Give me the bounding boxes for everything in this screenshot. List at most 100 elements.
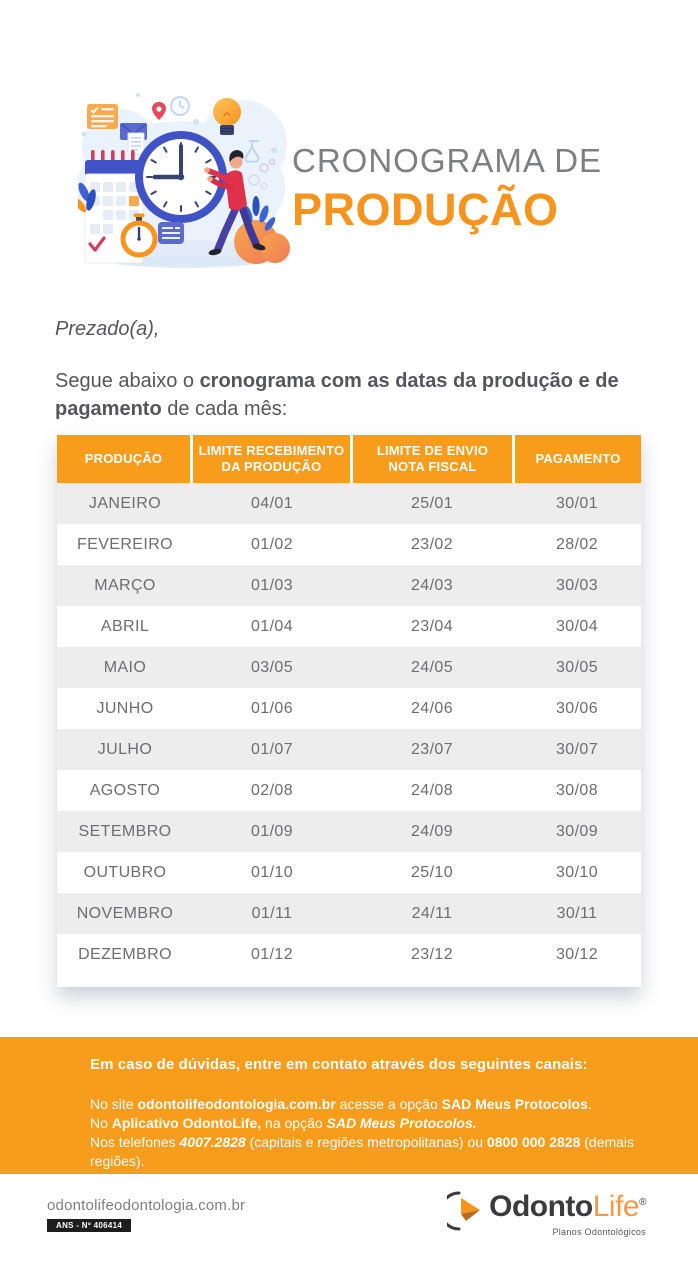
text-segment: acesse a opção: [335, 1096, 442, 1112]
table-cell: 30/08: [555, 781, 599, 799]
footer-website: odontolifeodontologia.com.br: [47, 1197, 246, 1214]
intro-section: Prezado(a), Segue abaixo o cronograma co…: [55, 318, 655, 423]
column-header: LIMITE RECEBIMENTO DA PRODUÇÃO: [193, 435, 350, 483]
page-title-line2: PRODUÇÃO: [292, 184, 559, 235]
text-segment: No site: [90, 1096, 138, 1112]
table-cell: 23/12: [410, 945, 454, 963]
contact-line: No Aplicativo OdontoLife, na opção SAD M…: [90, 1114, 658, 1133]
table-cell: 01/10: [250, 863, 294, 881]
table-cell: 23/07: [410, 740, 454, 758]
table-row: NOVEMBRO 01/11 24/11 30/11: [57, 893, 641, 934]
table-cell: AGOSTO: [89, 781, 161, 799]
table-cell: 24/03: [410, 576, 454, 594]
table-cell: JUNHO: [96, 699, 154, 717]
table-row: OUTUBRO 01/10 25/10 30/10: [57, 852, 641, 893]
text-segment: SAD Meus Protocolos.: [326, 1115, 477, 1131]
column-header: LIMITE DE ENVIO NOTA FISCAL: [353, 435, 512, 483]
text-segment: Aplicativo OdontoLife,: [111, 1115, 262, 1131]
text-segment: 0800 000 2828: [486, 1134, 581, 1150]
text-segment: cronograma com as datas da produção e de…: [55, 370, 619, 420]
table-row: MAIO 03/05 24/05 30/05: [57, 647, 641, 688]
text-segment: SAD Meus Protocolos: [441, 1096, 588, 1112]
text-segment: odontolifeodontologia.com.br: [137, 1096, 336, 1112]
table-cell: 03/05: [250, 658, 294, 676]
column-header: PAGAMENTO: [515, 435, 641, 483]
table-cell: 04/01: [250, 494, 294, 512]
table-cell: 01/06: [250, 699, 294, 717]
table-cell: JULHO: [97, 740, 153, 758]
contact-lines: No site odontolifeodontologia.com.br ace…: [90, 1095, 658, 1171]
table-cell: 28/02: [555, 535, 599, 553]
table-row: MARÇO 01/03 24/03 30/03: [57, 565, 641, 606]
schedule-table: PRODUÇÃO LIMITE RECEBIMENTO DA PRODUÇÃO LI…: [57, 435, 641, 987]
text-segment: (capitais e regiões metropolitanas) ou: [245, 1134, 487, 1150]
table-cell: 01/11: [251, 904, 293, 922]
table-cell: 25/10: [410, 863, 454, 881]
odontolife-logo: OdontoLife® Planos Odontológicos: [447, 1186, 646, 1237]
table-cell: 23/04: [410, 617, 454, 635]
text-segment: No: [90, 1115, 112, 1131]
table-cell: 24/11: [411, 904, 453, 922]
table-cell: 30/12: [555, 945, 599, 963]
table-cell: 01/07: [250, 740, 294, 758]
table-cell: OUTUBRO: [83, 863, 167, 881]
page-title-line1: CRONOGRAMA DE: [292, 142, 603, 179]
hero-illustration: [78, 93, 290, 268]
table-cell: SETEMBRO: [78, 822, 172, 840]
table-row: SETEMBRO 01/09 24/09 30/09: [57, 811, 641, 852]
schedule-table-header: PRODUÇÃO LIMITE RECEBIMENTO DA PRODUÇÃO LI…: [57, 435, 641, 483]
odontolife-logo-icon: [447, 1191, 481, 1231]
contact-line: No site odontolifeodontologia.com.br ace…: [90, 1095, 658, 1114]
table-cell: 01/02: [250, 535, 294, 553]
table-cell: 02/08: [250, 781, 294, 799]
table-cell: NOVEMBRO: [76, 904, 174, 922]
table-cell: 24/05: [410, 658, 454, 676]
table-cell: DEZEMBRO: [78, 945, 172, 963]
table-cell: 30/05: [555, 658, 599, 676]
intro-paragraph: Segue abaixo o cronograma com as datas d…: [55, 367, 655, 423]
text-segment: .: [587, 1096, 592, 1112]
table-row: JULHO 01/07 23/07 30/07: [57, 729, 641, 770]
text-segment: 4007.2828: [179, 1134, 246, 1150]
table-cell: 24/06: [410, 699, 454, 717]
table-cell: 01/03: [250, 576, 294, 594]
table-cell: MARÇO: [94, 576, 156, 594]
table-row: FEVEREIRO 01/02 23/02 28/02: [57, 524, 641, 565]
ans-badge: ANS - Nº 406414: [47, 1219, 132, 1232]
table-cell: 30/04: [555, 617, 599, 635]
text-segment: de cada mês:: [161, 398, 288, 420]
table-cell: 25/01: [410, 494, 454, 512]
contact-line: Nos telefones 4007.2828 (capitais e regi…: [90, 1133, 658, 1171]
table-cell: JANEIRO: [88, 494, 162, 512]
table-cell: 30/09: [555, 822, 599, 840]
logo-tagline: Planos Odontológicos: [552, 1227, 646, 1237]
table-row: DEZEMBRO 01/12 23/12 30/12: [57, 934, 641, 975]
schedule-table-body: JANEIRO 04/01 25/01 30/01 FEVEREIRO 01/02 23/0…: [57, 483, 641, 975]
text-segment: (demais regiões).: [90, 1134, 635, 1169]
table-cell: 01/04: [250, 617, 294, 635]
table-cell: ABRIL: [100, 617, 150, 635]
contact-box: Em caso de dúvidas, entre em contato atr…: [0, 1037, 698, 1174]
table-cell: 23/02: [410, 535, 454, 553]
text-segment: Segue abaixo o: [55, 370, 200, 392]
text-segment: na opção: [261, 1115, 327, 1131]
table-cell: 01/09: [250, 822, 294, 840]
table-row: ABRIL 01/04 23/04 30/04: [57, 606, 641, 647]
table-row: AGOSTO 02/08 24/08 30/08: [57, 770, 641, 811]
table-cell: 01/12: [250, 945, 294, 963]
table-row: JUNHO 01/06 24/06 30/06: [57, 688, 641, 729]
table-cell: 30/06: [555, 699, 599, 717]
table-cell: 30/11: [556, 904, 598, 922]
table-cell: 24/09: [410, 822, 454, 840]
table-cell: 30/07: [555, 740, 599, 758]
salutation: Prezado(a),: [55, 318, 160, 340]
contact-heading: Em caso de dúvidas, entre em contato atr…: [90, 1056, 588, 1073]
column-header: PRODUÇÃO: [57, 435, 190, 483]
table-cell: FEVEREIRO: [76, 535, 174, 553]
table-cell: 30/10: [555, 863, 599, 881]
table-row: JANEIRO 04/01 25/01 30/01: [57, 483, 641, 524]
table-cell: 30/01: [555, 494, 599, 512]
table-cell: 30/03: [555, 576, 599, 594]
odontolife-wordmark: OdontoLife®: [489, 1190, 646, 1223]
